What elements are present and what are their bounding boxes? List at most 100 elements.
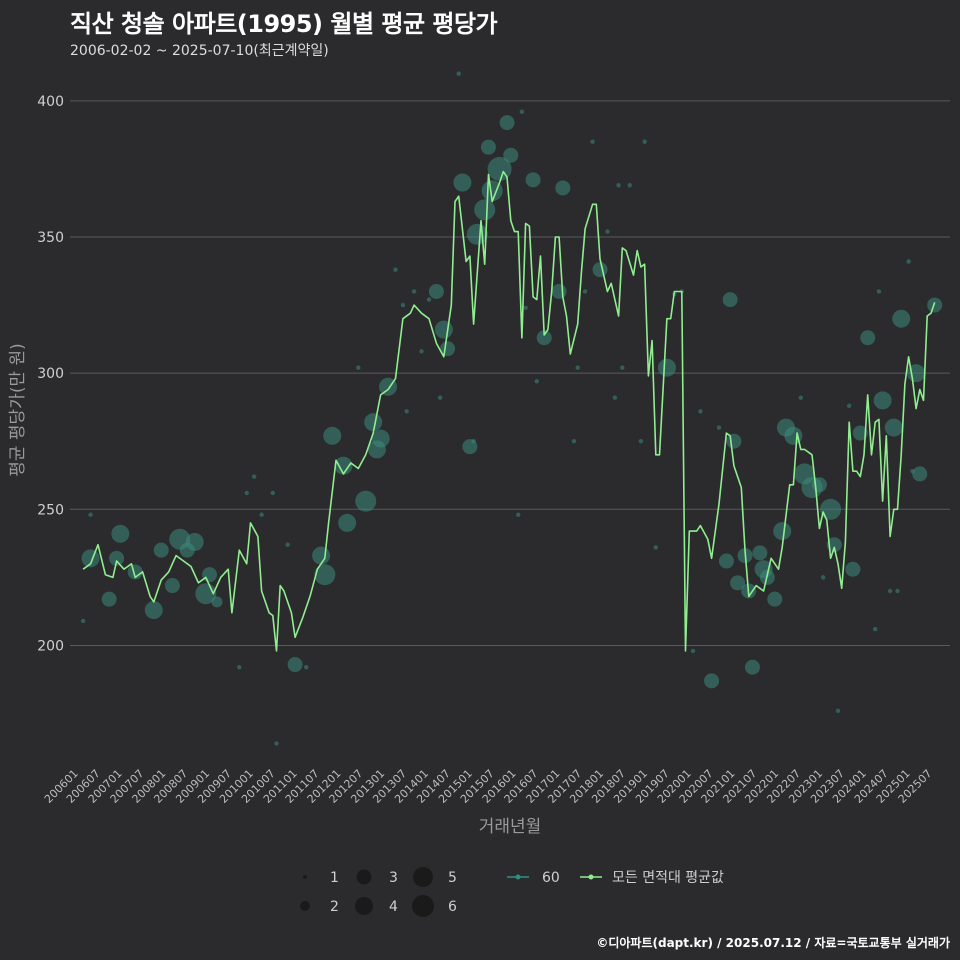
- scatter-point: [144, 601, 163, 620]
- scatter-point: [845, 561, 861, 577]
- scatter-point: [555, 180, 571, 196]
- scatter-point: [304, 665, 309, 670]
- scatter-point: [516, 512, 521, 517]
- scatter-point: [887, 588, 893, 594]
- scatter-point: [536, 330, 552, 346]
- y-tick-label: 350: [37, 230, 64, 246]
- scatter-point: [860, 330, 876, 346]
- chart-subtitle: 2006-02-02 ~ 2025-07-10(최근계약일): [70, 43, 329, 59]
- scatter-point: [642, 139, 647, 144]
- scatter-point: [852, 425, 868, 441]
- scatter-point: [835, 708, 841, 714]
- scatter-point: [657, 358, 676, 377]
- scatter-point: [101, 591, 117, 607]
- scatter-point: [355, 490, 377, 512]
- size-legend-swatch: [303, 875, 307, 879]
- scatter-point: [730, 575, 746, 591]
- scatter-point: [773, 522, 792, 541]
- scatter-point: [393, 267, 398, 272]
- legend: 1 2 3 4 5 6 60 모든 면적대 평균값: [300, 867, 724, 917]
- scatter-point: [338, 513, 357, 532]
- scatter-point: [722, 292, 738, 308]
- scatter-point: [718, 553, 734, 569]
- scatter-point: [525, 172, 541, 188]
- scatter-point: [884, 418, 903, 437]
- scatter-point: [164, 578, 180, 594]
- scatter-point: [575, 365, 580, 370]
- size-legend-label: 2: [330, 899, 339, 915]
- scatter-point: [211, 596, 223, 608]
- scatter-point: [912, 466, 928, 482]
- scatter-point: [612, 395, 618, 400]
- footer-credit: ©디아파트(dapt.kr) / 2025.07.12 / 자료=국토교통부 실…: [596, 936, 950, 950]
- scatter-point: [826, 537, 842, 553]
- y-tick-label: 200: [37, 638, 64, 654]
- scatter-point: [690, 648, 696, 654]
- scatter-point: [744, 659, 760, 675]
- scatter-point: [371, 429, 390, 448]
- scatter-point: [767, 591, 783, 607]
- scatter-point: [437, 395, 443, 400]
- scatter-point: [453, 173, 472, 192]
- size-legend-swatch: [355, 897, 373, 915]
- scatter-point: [895, 588, 900, 594]
- scatter-point: [356, 365, 361, 370]
- scatter-point: [605, 229, 610, 234]
- scatter-point: [153, 542, 169, 558]
- scatter-point: [820, 575, 826, 580]
- scatter-point: [471, 439, 476, 444]
- scatter-point: [274, 741, 279, 746]
- scatter-point: [259, 512, 264, 517]
- scatter-point: [480, 139, 496, 155]
- y-tick-label: 250: [37, 502, 64, 518]
- x-tick-labels: 2006012006072007012007072008012008072009…: [42, 767, 935, 806]
- scatter-point: [400, 302, 406, 308]
- size-legend-swatch: [412, 895, 434, 917]
- scatter-point: [820, 498, 842, 520]
- scatter-series: [80, 71, 943, 746]
- scatter-point: [627, 183, 632, 188]
- average-line: [82, 170, 936, 652]
- scatter-point: [287, 657, 303, 673]
- scatter-point: [716, 425, 722, 430]
- scatter-point: [312, 546, 331, 565]
- scatter-point: [419, 349, 424, 354]
- scatter-point: [334, 456, 353, 475]
- scatter-point: [466, 223, 488, 245]
- scatter-point: [314, 564, 336, 586]
- scatter-point: [237, 665, 242, 670]
- scatter-point: [456, 71, 461, 76]
- y-tick-label: 400: [37, 94, 64, 110]
- scatter-point: [499, 115, 515, 131]
- scatter-point: [270, 490, 275, 496]
- scatter-point: [523, 305, 528, 310]
- scatter-point: [244, 490, 249, 496]
- scatter-point: [88, 512, 93, 517]
- scatter-point: [590, 139, 595, 144]
- scatter-point: [428, 283, 444, 299]
- size-legend-label: 3: [389, 870, 398, 886]
- size-legend-swatch: [356, 869, 372, 885]
- scatter-point: [426, 297, 432, 302]
- scatter-point: [109, 550, 125, 566]
- scatter-point: [752, 545, 768, 561]
- size-legend-label: 6: [448, 899, 457, 915]
- y-axis-title: 평균 평당가(만 원): [8, 343, 28, 477]
- size-legend-swatch: [300, 901, 310, 911]
- y-tick-label: 300: [37, 366, 64, 382]
- scatter-point: [571, 439, 577, 444]
- y-tick-labels: 200 250 300 350 400: [37, 94, 64, 655]
- scatter-point: [846, 403, 852, 409]
- scatter-point: [892, 309, 911, 328]
- scatter-point: [551, 283, 567, 299]
- scatter-point: [185, 532, 204, 551]
- scatter-point: [872, 626, 878, 632]
- scatter-point: [434, 320, 453, 339]
- scatter-point: [503, 147, 519, 163]
- line-series: [82, 170, 936, 652]
- legend-60-marker: [515, 874, 521, 880]
- size-legend-label: 4: [389, 899, 398, 915]
- scatter-point: [653, 545, 658, 550]
- grid-lines: [70, 100, 950, 646]
- scatter-point: [784, 426, 803, 445]
